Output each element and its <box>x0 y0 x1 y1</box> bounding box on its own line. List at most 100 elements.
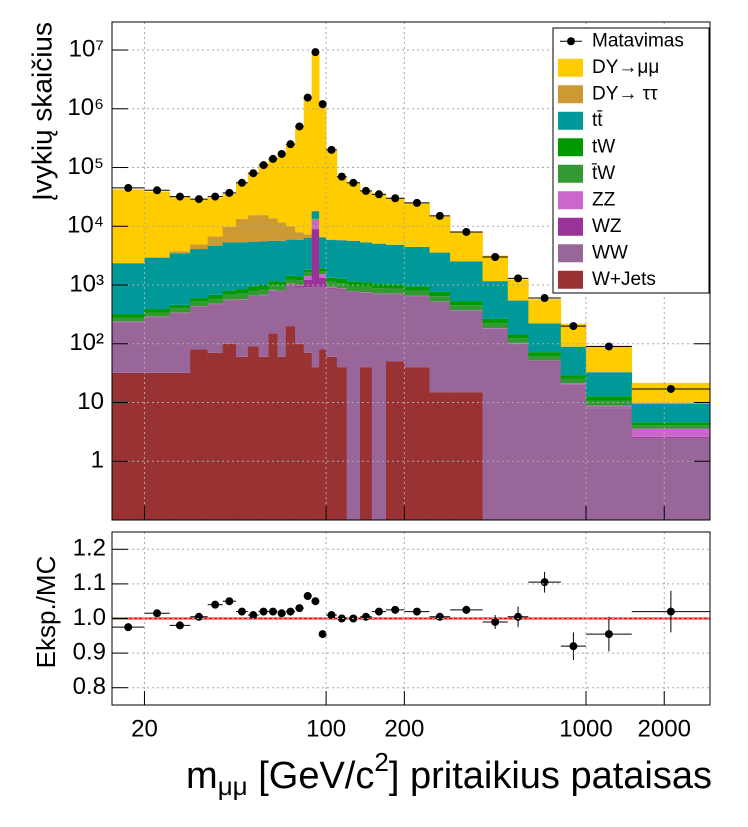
hist-bar <box>190 298 208 302</box>
hist-bar <box>304 273 312 276</box>
ratio-point <box>667 608 675 616</box>
hist-bar <box>170 308 191 312</box>
hist-bar <box>450 305 483 310</box>
hist-bar <box>450 261 483 301</box>
hist-bar <box>586 406 632 407</box>
y-tick-label: 10⁴ <box>67 212 104 239</box>
ratio-point <box>304 592 312 600</box>
ratio-point <box>238 608 246 616</box>
hist-bar <box>386 288 405 293</box>
hist-bar <box>286 285 296 326</box>
hist-bar <box>404 286 429 290</box>
ratio-y-tick-label: 1.0 <box>73 604 106 631</box>
ratio-point <box>605 630 613 638</box>
hist-bar <box>337 289 347 290</box>
hist-bar <box>259 215 269 241</box>
hist-bar <box>248 291 259 296</box>
ratio-y-tick-label: 1.2 <box>73 535 106 562</box>
ratio-point <box>413 608 421 616</box>
legend-swatch <box>558 244 583 262</box>
hist-bar <box>170 313 191 373</box>
hist-bar <box>144 373 169 522</box>
hist-bar <box>632 429 711 437</box>
hist-bar <box>286 144 296 226</box>
hist-bar <box>337 279 347 283</box>
hist-bar <box>632 404 711 423</box>
x-label-sub: μμ <box>218 771 248 801</box>
hist-bar <box>144 313 169 317</box>
hist-bar <box>430 302 451 392</box>
hist-bar <box>326 240 337 278</box>
hist-bar <box>268 291 277 334</box>
hist-bar <box>295 288 304 344</box>
y-tick-label: 10⁷ <box>69 35 104 62</box>
x-tick-label: 200 <box>384 715 424 742</box>
hist-bar <box>268 159 277 218</box>
hist-bar <box>144 258 169 309</box>
hist-bar <box>259 357 269 522</box>
hist-bar <box>236 294 248 300</box>
hist-bar <box>295 232 304 239</box>
hist-bar <box>312 229 320 286</box>
hist-bar <box>561 347 586 375</box>
hist-bar <box>277 154 286 223</box>
hist-bar <box>304 287 312 353</box>
ratio-y-label: Eksp./MC <box>31 556 61 669</box>
legend-label: tt̄ <box>592 110 603 131</box>
hist-bar <box>319 238 326 269</box>
hist-bar <box>259 242 269 285</box>
legend-label: DY→μμ <box>592 57 659 78</box>
hist-bar <box>632 422 711 425</box>
legend-swatch <box>558 59 583 77</box>
hist-bar <box>483 281 508 319</box>
hist-bar <box>208 295 223 299</box>
hist-bar <box>268 241 277 281</box>
y-tick-label: 10⁵ <box>67 153 104 180</box>
ratio-point <box>176 621 184 629</box>
hist-bar <box>319 104 326 237</box>
hist-bar <box>319 287 326 350</box>
hist-bar <box>430 296 451 301</box>
hist-bar <box>208 304 223 353</box>
hist-bar <box>319 349 326 522</box>
legend-swatch <box>558 165 583 183</box>
hist-bar <box>236 289 248 294</box>
hist-bar <box>259 285 269 289</box>
hist-bar <box>312 220 320 229</box>
ratio-y-tick-label: 0.9 <box>73 638 106 665</box>
hist-bar <box>223 194 237 227</box>
hist-bar <box>277 222 286 240</box>
hist-bar <box>430 392 451 522</box>
hist-bar <box>586 407 632 408</box>
y-tick-label: 10 <box>77 388 104 415</box>
ratio-point <box>462 606 470 614</box>
legend-label: tW <box>592 136 615 157</box>
hist-bar <box>586 396 632 400</box>
ratio-point <box>514 613 522 621</box>
hist-bar <box>404 203 429 246</box>
hist-bar <box>112 264 145 315</box>
legend-label: DY→ ττ <box>592 83 658 104</box>
y-axis-label: Įvykių skaičius <box>26 22 57 201</box>
hist-bar <box>528 323 561 352</box>
hist-bar <box>508 344 529 522</box>
hist-bar <box>372 288 386 293</box>
hist-bar <box>450 232 483 261</box>
hist-bar <box>347 182 361 240</box>
hist-bar <box>326 357 337 522</box>
hist-bar <box>268 333 277 522</box>
hist-bar <box>248 296 259 346</box>
hist-bar <box>586 401 632 406</box>
ratio-point <box>319 630 327 638</box>
hist-bar <box>372 284 386 288</box>
hist-bar <box>112 317 145 321</box>
hist-bar <box>483 319 508 323</box>
hist-bar <box>360 191 372 243</box>
hist-bar <box>372 194 386 243</box>
hist-bar <box>528 361 561 522</box>
x-tick-label: 1000 <box>559 715 612 742</box>
hist-bar <box>319 268 326 271</box>
legend-label: WZ <box>592 216 622 237</box>
hist-bar <box>326 278 337 282</box>
hist-bar <box>112 322 145 323</box>
